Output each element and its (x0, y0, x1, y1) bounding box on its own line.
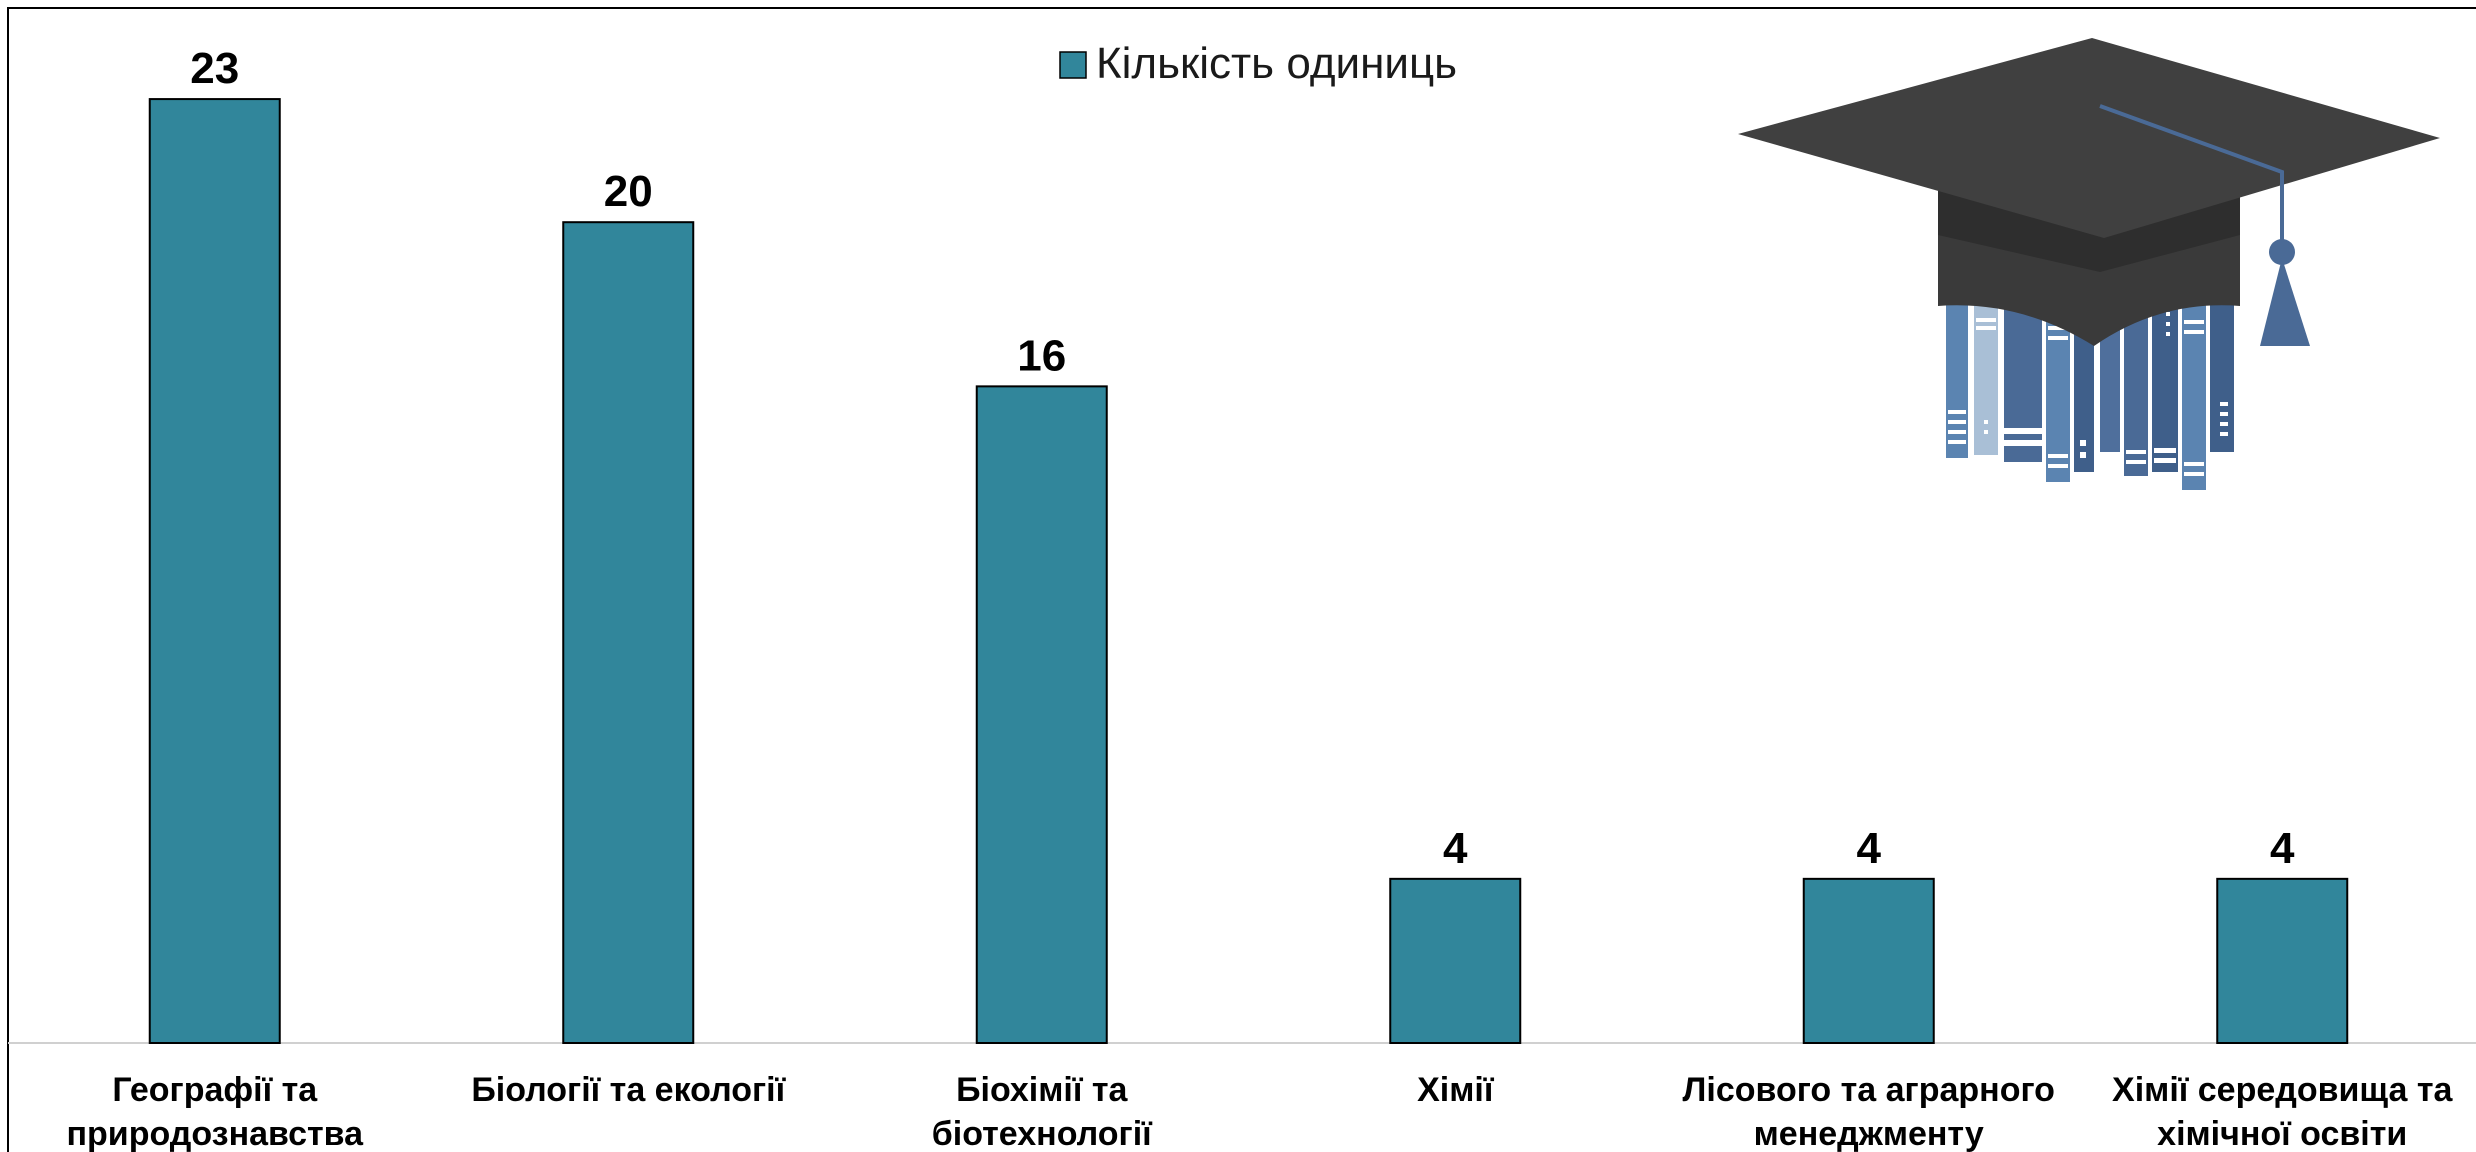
category-label-line: Біології та екології (471, 1071, 786, 1109)
bar[interactable] (562, 221, 695, 1044)
data-label: 20 (604, 167, 653, 216)
data-label: 4 (1857, 824, 1882, 873)
data-label: 23 (190, 44, 239, 93)
category-label: Біохімії та біотехнології (932, 1071, 1153, 1152)
graduation-cap-books-icon (1738, 38, 2440, 490)
data-label: 4 (1443, 824, 1468, 873)
category-label-line: Хімії (1417, 1071, 1495, 1109)
category-label: Географії та природознавства (66, 1071, 364, 1152)
bar[interactable] (1802, 877, 1935, 1045)
legend-label: Кількість одиниць (1096, 39, 1457, 88)
bar[interactable] (1389, 877, 1522, 1045)
category-label-line: біотехнології (932, 1115, 1153, 1152)
category-label-line: менеджменту (1754, 1115, 1984, 1152)
category-label-line: природознавства (66, 1115, 364, 1152)
category-label: Лісового та аграрного менеджменту (1683, 1071, 2055, 1152)
legend[interactable]: Кількість одиниць (1059, 39, 1457, 88)
category-label: Біології та екології (471, 1071, 786, 1109)
category-label: Хімії (1417, 1071, 1495, 1109)
data-label: 16 (1017, 331, 1066, 380)
legend-swatch (1059, 51, 1087, 79)
category-label: Хімії середовища та хімічної освіти (2112, 1071, 2453, 1152)
category-label-line: хімічної освіти (2157, 1115, 2407, 1152)
bar[interactable] (148, 98, 281, 1044)
category-label-line: Лісового та аграрного (1683, 1071, 2055, 1109)
category-label-line: Хімії середовища та (2112, 1071, 2453, 1109)
category-label-line: Біохімії та (956, 1071, 1128, 1109)
bar[interactable] (2216, 877, 2349, 1045)
category-label-line: Географії та (112, 1071, 318, 1109)
data-label: 4 (2270, 824, 2295, 873)
bar[interactable] (975, 385, 1108, 1044)
